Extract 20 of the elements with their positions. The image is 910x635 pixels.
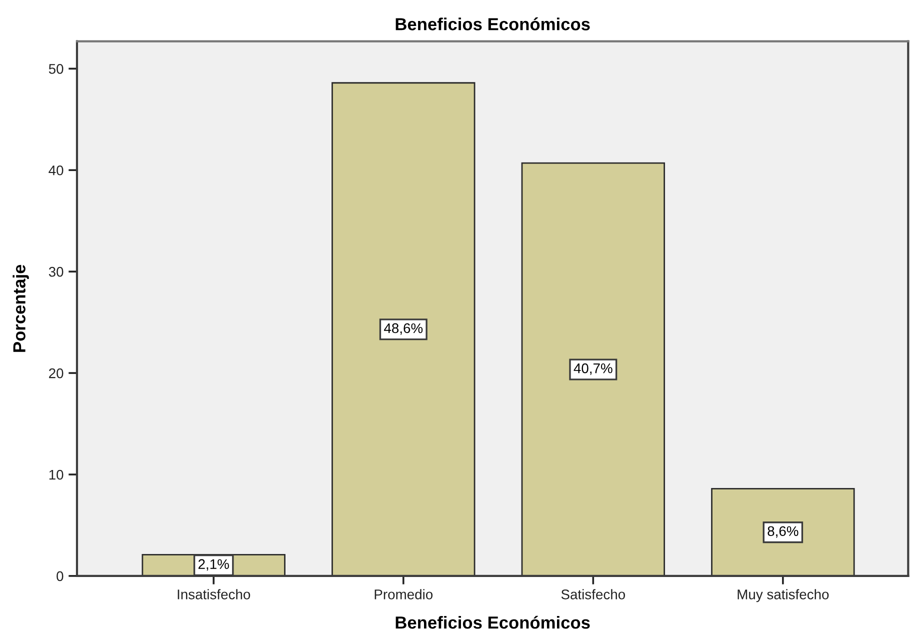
y-axis-title: Porcentaje xyxy=(12,264,29,352)
data-label: 48,6% xyxy=(384,323,423,335)
x-axis-title: Beneficios Económicos xyxy=(396,616,590,629)
bar xyxy=(332,82,476,576)
y-tick-label: 20 xyxy=(49,368,64,378)
x-tick-label: Muy satisfecho xyxy=(738,589,829,602)
x-tick-label: Insatisfecho xyxy=(178,589,250,600)
x-tick-label: Promedio xyxy=(374,589,433,600)
data-label: 2,1% xyxy=(198,559,229,571)
y-tick-label: 30 xyxy=(48,266,64,277)
y-tick-label: 0 xyxy=(56,571,64,582)
y-tick-label: 10 xyxy=(49,470,64,480)
data-label: 8,6% xyxy=(768,526,798,538)
y-tick-label: 40 xyxy=(48,165,64,176)
y-tick-label: 50 xyxy=(48,64,64,74)
bar xyxy=(711,488,855,576)
x-tick-label: Satisfecho xyxy=(561,589,626,600)
bar xyxy=(521,162,666,576)
data-label: 40,7% xyxy=(574,363,612,375)
chart-title: Beneficios Económicos xyxy=(396,17,590,30)
